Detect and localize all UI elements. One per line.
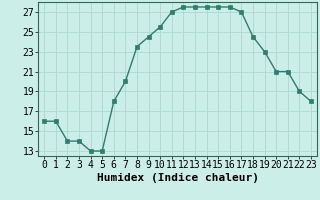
X-axis label: Humidex (Indice chaleur): Humidex (Indice chaleur): [97, 173, 259, 183]
